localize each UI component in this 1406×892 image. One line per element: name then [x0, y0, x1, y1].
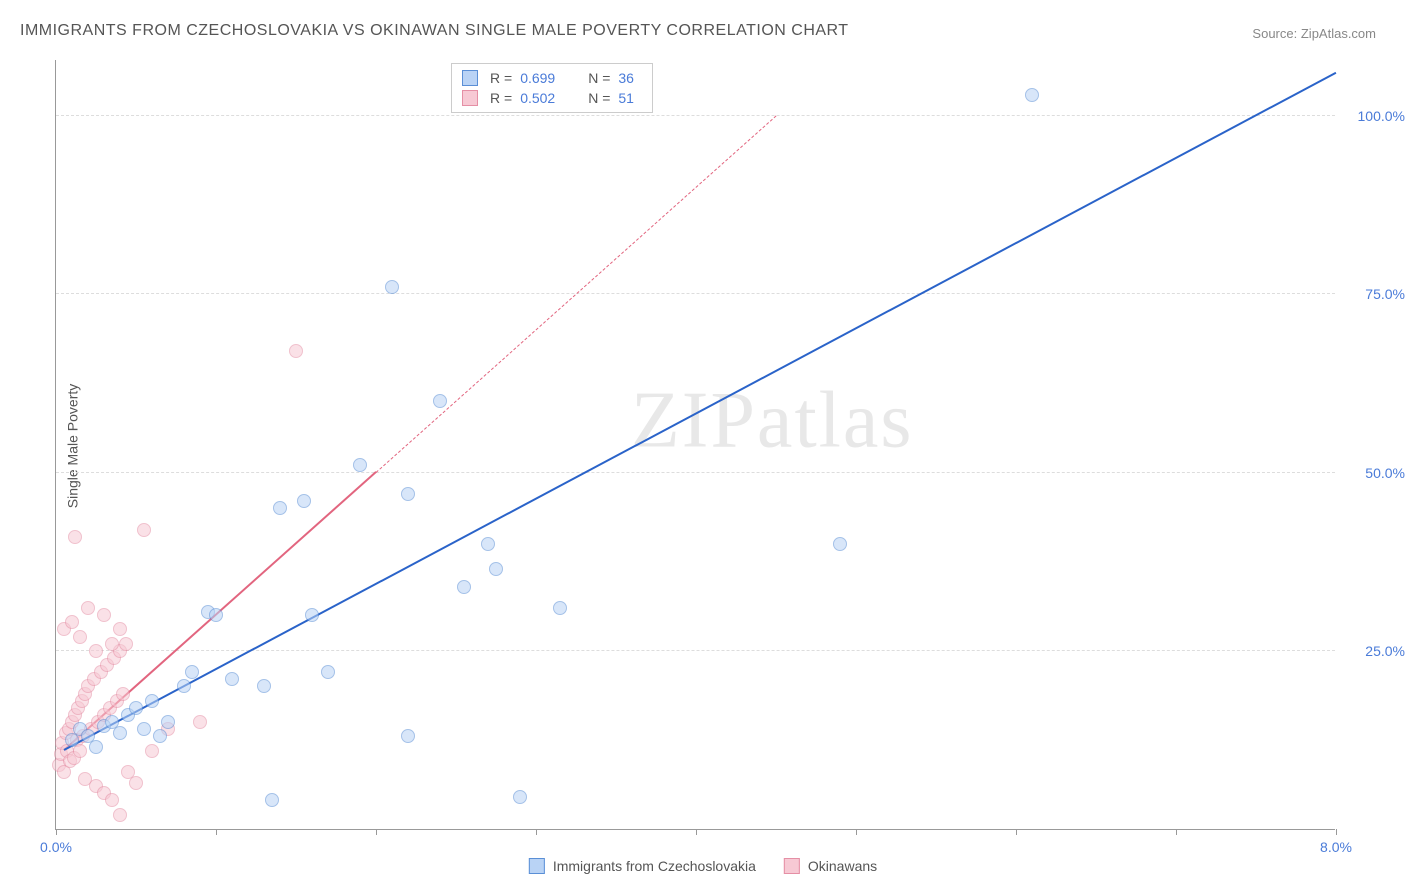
source-attribution: Source: ZipAtlas.com: [1252, 26, 1376, 41]
r-value-okinawan: 0.502: [520, 90, 568, 106]
data-point: [273, 501, 287, 515]
data-point: [81, 601, 95, 615]
data-point: [513, 790, 527, 804]
y-tick-label: 100.0%: [1345, 108, 1405, 124]
data-point: [116, 687, 130, 701]
legend-item-czech: Immigrants from Czechoslovakia: [529, 858, 756, 874]
data-point: [113, 622, 127, 636]
data-point: [553, 601, 567, 615]
data-point: [89, 644, 103, 658]
stats-row-czech: R = 0.699 N = 36: [462, 68, 642, 88]
x-tick: [216, 829, 217, 835]
data-point: [401, 487, 415, 501]
r-value-czech: 0.699: [520, 70, 568, 86]
data-point: [401, 729, 415, 743]
x-tick: [1016, 829, 1017, 835]
data-point: [129, 776, 143, 790]
data-point: [193, 715, 207, 729]
chart-container: IMMIGRANTS FROM CZECHOSLOVAKIA VS OKINAW…: [0, 0, 1406, 892]
data-point: [481, 537, 495, 551]
data-point: [833, 537, 847, 551]
data-point: [137, 523, 151, 537]
swatch-czech: [529, 858, 545, 874]
source-name: ZipAtlas.com: [1301, 26, 1376, 41]
data-point: [257, 679, 271, 693]
n-label: N =: [588, 90, 610, 106]
stats-legend: R = 0.699 N = 36 R = 0.502 N = 51: [451, 63, 653, 113]
gridline: [56, 293, 1335, 294]
data-point: [297, 494, 311, 508]
n-value-okinawan: 51: [618, 90, 642, 106]
x-tick: [1336, 829, 1337, 835]
x-tick: [856, 829, 857, 835]
n-value-czech: 36: [618, 70, 642, 86]
data-point: [145, 694, 159, 708]
n-label: N =: [588, 70, 610, 86]
data-point: [1025, 88, 1039, 102]
x-tick: [696, 829, 697, 835]
x-tick: [536, 829, 537, 835]
data-point: [73, 630, 87, 644]
data-point: [225, 672, 239, 686]
data-point: [185, 665, 199, 679]
data-point: [105, 793, 119, 807]
data-point: [265, 793, 279, 807]
data-point: [209, 608, 223, 622]
r-label: R =: [490, 90, 512, 106]
swatch-okinawan: [784, 858, 800, 874]
x-tick-label: 8.0%: [1320, 839, 1352, 855]
data-point: [153, 729, 167, 743]
data-point: [137, 722, 151, 736]
data-point: [113, 808, 127, 822]
x-tick: [376, 829, 377, 835]
source-label: Source:: [1252, 26, 1297, 41]
data-point: [433, 394, 447, 408]
data-point: [457, 580, 471, 594]
data-point: [105, 637, 119, 651]
series-legend: Immigrants from Czechoslovakia Okinawans: [529, 858, 877, 874]
data-point: [161, 715, 175, 729]
x-tick: [1176, 829, 1177, 835]
data-point: [129, 701, 143, 715]
data-point: [177, 679, 191, 693]
x-tick: [56, 829, 57, 835]
data-point: [289, 344, 303, 358]
y-tick-label: 75.0%: [1345, 286, 1405, 302]
trend-line: [64, 71, 1337, 750]
legend-label-czech: Immigrants from Czechoslovakia: [553, 858, 756, 874]
swatch-okinawan: [462, 90, 478, 106]
data-point: [89, 740, 103, 754]
data-point: [321, 665, 335, 679]
data-point: [68, 530, 82, 544]
stats-row-okinawan: R = 0.502 N = 51: [462, 88, 642, 108]
data-point: [97, 608, 111, 622]
data-point: [489, 562, 503, 576]
legend-label-okinawan: Okinawans: [808, 858, 877, 874]
data-point: [305, 608, 319, 622]
data-point: [145, 744, 159, 758]
swatch-czech: [462, 70, 478, 86]
y-tick-label: 25.0%: [1345, 643, 1405, 659]
y-tick-label: 50.0%: [1345, 465, 1405, 481]
data-point: [385, 280, 399, 294]
gridline: [56, 115, 1335, 116]
gridline: [56, 472, 1335, 473]
chart-title: IMMIGRANTS FROM CZECHOSLOVAKIA VS OKINAW…: [20, 22, 849, 40]
plot-area: ZIPatlas R = 0.699 N = 36 R = 0.502 N = …: [55, 60, 1335, 830]
data-point: [65, 615, 79, 629]
watermark-text: ZIPatlas: [631, 376, 914, 467]
data-point: [119, 637, 133, 651]
x-tick-label: 0.0%: [40, 839, 72, 855]
data-point: [113, 726, 127, 740]
legend-item-okinawan: Okinawans: [784, 858, 877, 874]
data-point: [353, 458, 367, 472]
r-label: R =: [490, 70, 512, 86]
